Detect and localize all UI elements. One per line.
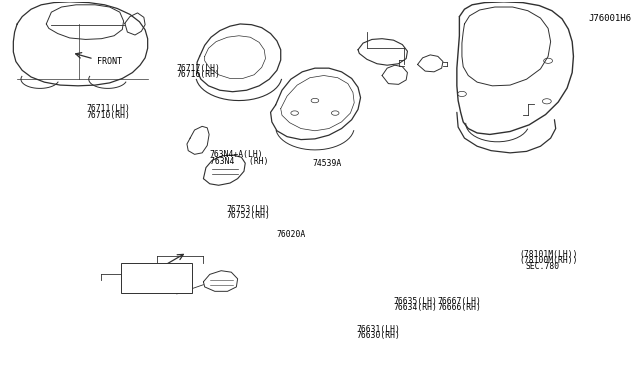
Text: 763N4+A(LH): 763N4+A(LH) xyxy=(210,151,264,160)
Text: 76711(LH): 76711(LH) xyxy=(87,105,131,113)
Text: 76634(RH): 76634(RH) xyxy=(394,303,437,312)
Text: 76020A: 76020A xyxy=(277,230,306,240)
Text: 76753(LH): 76753(LH) xyxy=(226,205,270,214)
Text: 76666(RH): 76666(RH) xyxy=(438,303,482,312)
Text: 74539A: 74539A xyxy=(312,159,342,168)
Text: 763N4   (RH): 763N4 (RH) xyxy=(210,157,268,166)
Text: SEC.780: SEC.780 xyxy=(526,262,560,272)
Text: J76001H6: J76001H6 xyxy=(589,14,632,23)
Text: 76667(LH): 76667(LH) xyxy=(438,297,482,306)
Text: 76752(RH): 76752(RH) xyxy=(226,211,270,220)
Bar xyxy=(121,263,192,293)
Text: (78101M(LH)): (78101M(LH)) xyxy=(519,250,577,259)
Text: FRONT: FRONT xyxy=(97,57,122,66)
Text: 76635(LH): 76635(LH) xyxy=(394,297,437,306)
Text: 76631(LH): 76631(LH) xyxy=(356,325,401,334)
Text: 76717(LH): 76717(LH) xyxy=(177,64,221,73)
Text: (78100M(RH)): (78100M(RH)) xyxy=(519,256,577,265)
Text: 76630(RH): 76630(RH) xyxy=(356,331,401,340)
Text: 76716(RH): 76716(RH) xyxy=(177,70,221,79)
Text: 76710(RH): 76710(RH) xyxy=(87,111,131,120)
